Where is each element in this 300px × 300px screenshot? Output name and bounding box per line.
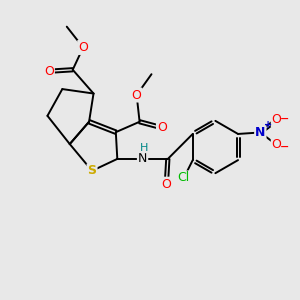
Text: O: O — [272, 113, 282, 127]
Text: −: − — [280, 113, 290, 124]
Text: H: H — [140, 142, 148, 153]
Text: O: O — [132, 88, 142, 101]
Text: +: + — [264, 120, 272, 130]
Text: −: − — [280, 141, 290, 152]
Text: Cl: Cl — [178, 171, 190, 184]
Text: O: O — [78, 41, 88, 54]
Text: S: S — [88, 164, 97, 177]
Text: O: O — [161, 178, 171, 191]
Text: N: N — [255, 126, 266, 139]
Text: O: O — [157, 121, 167, 134]
Text: N: N — [138, 152, 147, 165]
Text: O: O — [44, 65, 54, 78]
Text: O: O — [272, 138, 282, 152]
